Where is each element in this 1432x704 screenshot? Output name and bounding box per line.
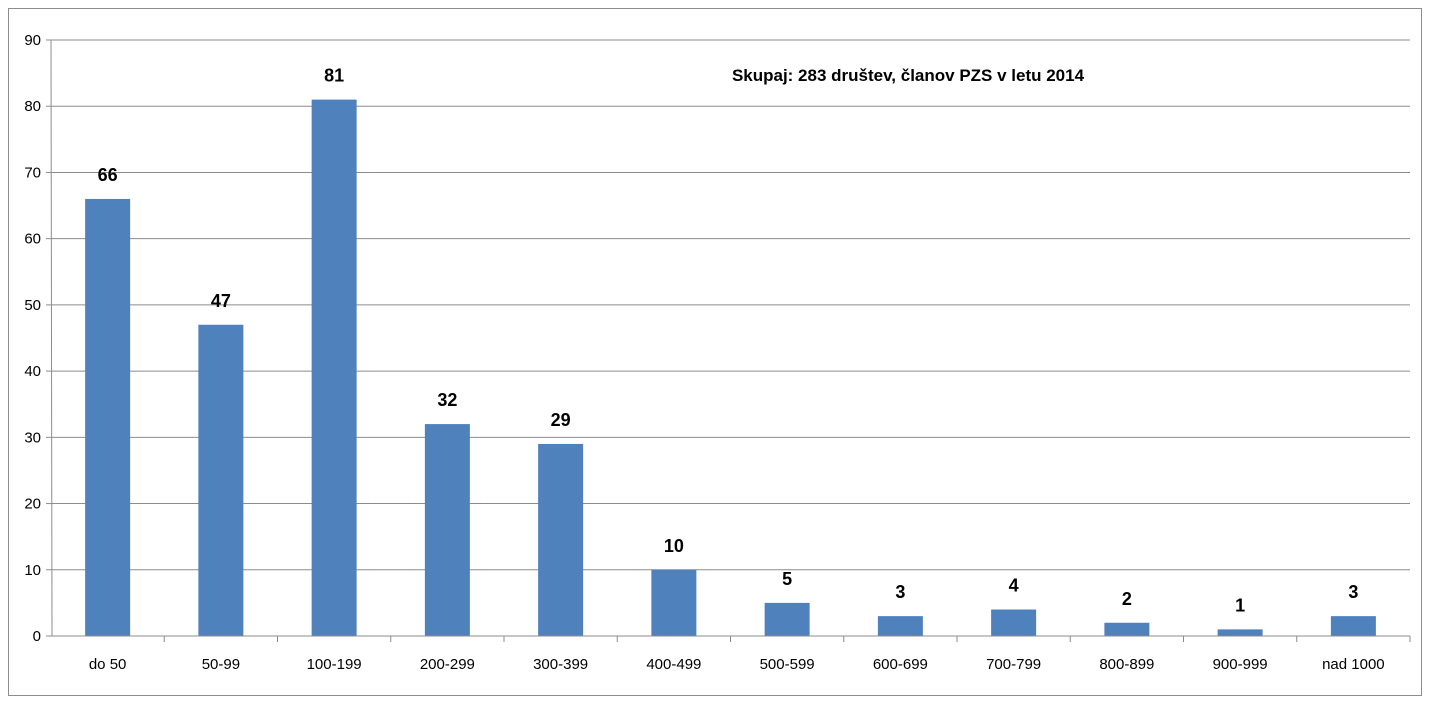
x-tick-label: do 50	[89, 656, 127, 673]
x-tick-label: 400-499	[646, 656, 701, 673]
bar-10	[1104, 622, 1150, 636]
data-label: 29	[551, 410, 571, 430]
y-tick-label: 70	[24, 164, 41, 181]
bar-6	[651, 569, 697, 636]
gridlines	[51, 39, 1410, 571]
data-label: 3	[895, 582, 905, 602]
x-tick-label: 300-399	[533, 656, 588, 673]
data-label: 2	[1122, 589, 1132, 609]
data-label: 81	[324, 66, 344, 86]
y-tick-label: 80	[24, 98, 41, 115]
x-tick-label: nad 1000	[1322, 656, 1385, 673]
data-label: 4	[1009, 576, 1019, 596]
data-label: 32	[437, 390, 457, 410]
bar-1	[85, 198, 131, 636]
y-tick-label: 30	[24, 429, 41, 446]
bar-8	[877, 616, 923, 636]
x-tick-label: 700-799	[986, 656, 1041, 673]
data-label: 3	[1348, 582, 1358, 602]
x-tick-label: 900-999	[1213, 656, 1268, 673]
bar-4	[424, 424, 470, 636]
x-tick-label: 800-899	[1099, 656, 1154, 673]
bars	[85, 99, 1376, 637]
y-tick-label: 0	[33, 628, 41, 645]
x-tick-label: 50-99	[202, 656, 240, 673]
bar-5	[538, 443, 584, 636]
y-tick-label: 60	[24, 231, 41, 248]
x-tick-label: 200-299	[420, 656, 475, 673]
y-tick-label: 50	[24, 297, 41, 314]
data-label: 5	[782, 569, 792, 589]
data-label: 1	[1235, 595, 1245, 615]
bar-11	[1217, 629, 1263, 636]
x-tick-label: 500-599	[760, 656, 815, 673]
data-label: 47	[211, 291, 231, 311]
x-axis-ticks: do 50 50-99 100-199 200-299 300-399 400-499 50…	[89, 636, 1411, 673]
x-tick-label: 600-699	[873, 656, 928, 673]
chart-annotation: Skupaj: 283 društev, članov PZS v letu 2…	[732, 66, 1085, 85]
data-labels: 66 47 81 32 29 10 5 3 4 2 1 3	[98, 66, 1359, 616]
data-label: 10	[664, 536, 684, 556]
y-axis-line	[50, 39, 53, 637]
bar-7	[764, 602, 810, 636]
data-label: 66	[98, 165, 118, 185]
chart-frame	[8, 8, 1422, 696]
y-tick-label: 20	[24, 496, 41, 513]
y-tick-label: 40	[24, 363, 41, 380]
y-axis-ticks: 0 10 20 30 40 50 60 70 80 90	[24, 32, 51, 645]
y-tick-label: 90	[24, 32, 41, 49]
bar-12	[1330, 616, 1376, 636]
bar-9	[991, 609, 1037, 636]
x-tick-label: 100-199	[307, 656, 362, 673]
bar-2	[198, 324, 244, 636]
y-tick-label: 10	[24, 562, 41, 579]
axes	[50, 39, 1410, 637]
bar-3	[311, 99, 357, 637]
